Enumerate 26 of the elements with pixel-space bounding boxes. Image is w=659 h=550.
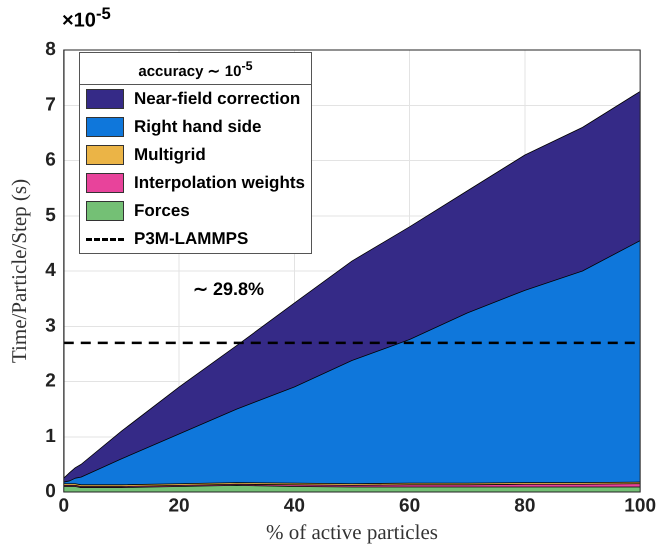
y-tick-label: 0 (45, 481, 56, 502)
x-tick-label: 60 (399, 496, 420, 517)
legend-label: P3M-LAMMPS (134, 229, 248, 249)
legend-label: Right hand side (134, 117, 262, 137)
y-axis-title: Time/Particle/Step (s) (7, 178, 32, 364)
text: ×10$^{-5}$ (62, 4, 111, 33)
x-axis-title: % of active particles (266, 520, 438, 544)
y-tick-label: 5 (45, 204, 56, 226)
y-tick-label: 4 (45, 260, 56, 282)
annotation: ∼ 29.8% (193, 278, 264, 300)
y-tick-label: 2 (45, 370, 56, 392)
legend-label: Interpolation weights (134, 173, 305, 193)
x-tick-label: 40 (284, 496, 305, 517)
legend-title: accuracy ∼ 10$^{-5}$ (80, 53, 311, 85)
y-tick-label: 6 (45, 150, 56, 171)
legend-label: Multigrid (134, 145, 206, 165)
x-tick-label: 100 (624, 496, 656, 517)
legend-label: Near-field correction (134, 89, 300, 109)
y-tick-label: 7 (45, 94, 56, 116)
y-tick-label: 1 (45, 426, 56, 447)
x-tick-label: 80 (514, 496, 536, 517)
y-tick-label: 8 (45, 39, 56, 60)
legend-label: Forces (134, 201, 190, 221)
x-tick-label: 20 (168, 496, 190, 517)
x-tick-label: 0 (58, 496, 70, 517)
y-tick-label: 3 (45, 315, 56, 336)
